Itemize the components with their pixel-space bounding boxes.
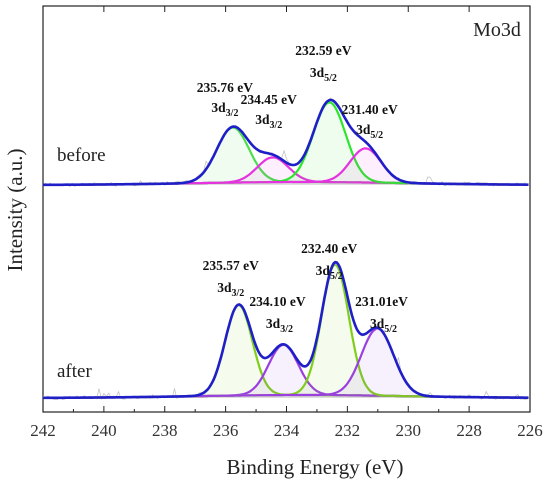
- orbital-main: 3d: [310, 65, 325, 80]
- x-tick-label: 240: [91, 421, 117, 440]
- x-tick-label: 232: [335, 421, 361, 440]
- orbital-label: 3d5/2: [316, 263, 343, 282]
- orbital-label: 3d5/2: [370, 316, 397, 335]
- peak-label: 235.76 eV: [197, 80, 253, 95]
- x-tick-label: 226: [517, 421, 543, 440]
- orbital-main: 3d: [266, 316, 281, 331]
- orbital-subscript: 3/2: [270, 120, 283, 131]
- orbital-subscript: 5/2: [324, 73, 337, 84]
- peak-label: 234.10 eV: [249, 294, 305, 309]
- x-tick-label: 242: [30, 421, 56, 440]
- orbital-main: 3d: [316, 263, 331, 278]
- orbital-label: 3d5/2: [356, 122, 383, 141]
- orbital-subscript: 3/2: [231, 288, 244, 299]
- panel-label-before: before: [57, 145, 106, 166]
- x-tick-label: 236: [213, 421, 239, 440]
- orbital-label: 3d3/2: [211, 100, 238, 119]
- orbital-main: 3d: [370, 316, 385, 331]
- peak-label: 235.57 eV: [203, 258, 259, 273]
- orbital-main: 3d: [356, 122, 371, 137]
- orbital-subscript: 3/2: [226, 108, 239, 119]
- peak-label: 231.40 eV: [342, 102, 398, 117]
- orbital-main: 3d: [255, 112, 270, 127]
- peak-label: 231.01eV: [355, 294, 408, 309]
- orbital-main: 3d: [217, 280, 232, 295]
- x-tick-label: 238: [152, 421, 178, 440]
- peak-label: 232.40 eV: [301, 241, 357, 256]
- envelope-fit: [43, 260, 529, 400]
- x-tick-label: 228: [456, 421, 482, 440]
- orbital-main: 3d: [211, 100, 226, 115]
- orbital-label: 3d3/2: [255, 112, 282, 131]
- y-axis-title: Intensity (a.u.): [3, 148, 27, 271]
- x-axis-title: Binding Energy (eV): [227, 455, 404, 479]
- peak-fill: [43, 344, 530, 398]
- x-axis-ticks: 242 240 238 236 234 232 230 228 226: [30, 6, 543, 440]
- orbital-subscript: 3/2: [280, 324, 293, 335]
- envelope-fit: [43, 98, 529, 187]
- x-tick-label: 234: [274, 421, 300, 440]
- peak-fill: [43, 157, 530, 185]
- peak-label: 234.45 eV: [241, 92, 297, 107]
- chart-title: Mo3d: [473, 19, 521, 41]
- panel-label-after: after: [57, 361, 92, 382]
- orbital-subscript: 5/2: [370, 130, 383, 141]
- orbital-subscript: 5/2: [330, 271, 343, 282]
- orbital-label: 3d5/2: [310, 65, 337, 84]
- orbital-label: 3d3/2: [217, 280, 244, 299]
- x-tick-label: 230: [396, 421, 422, 440]
- orbital-subscript: 5/2: [384, 324, 397, 335]
- orbital-label: 3d3/2: [266, 316, 293, 335]
- peak-label: 232.59 eV: [295, 43, 351, 58]
